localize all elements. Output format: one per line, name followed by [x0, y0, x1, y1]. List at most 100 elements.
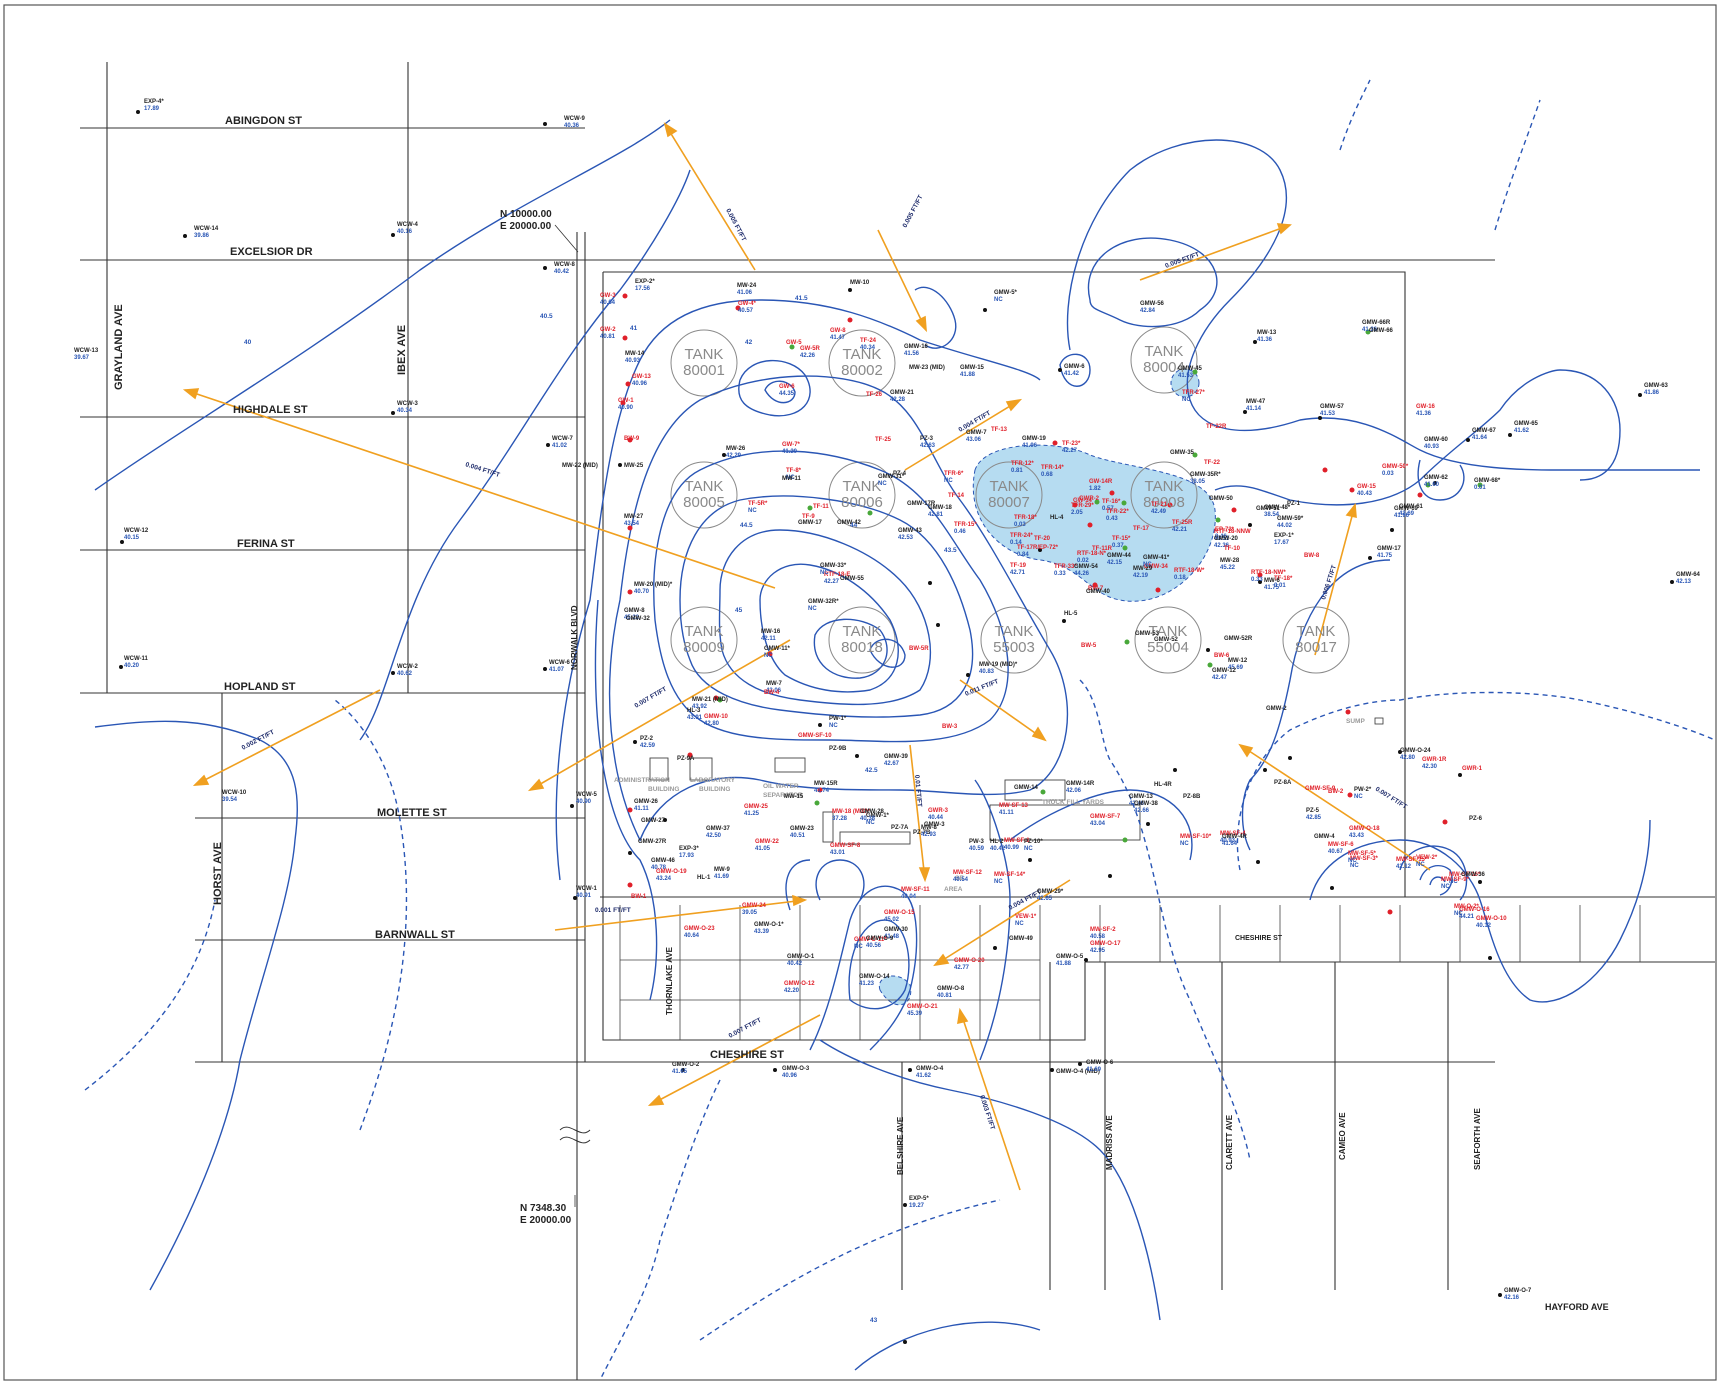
well-id: PZ-1 — [1287, 501, 1301, 507]
well-label: GW-140.90 — [618, 398, 634, 411]
well-water-level: NC — [878, 481, 887, 487]
contour-value-labels: 40 40.5 41 41.5 42 42.5 43 43.5 44 44.5 … — [244, 295, 957, 1324]
tank-80018 — [828, 606, 896, 674]
well-id: MW-23 (MID) — [909, 365, 945, 371]
well-water-level: 41.62 — [916, 1073, 932, 1079]
well-id: GMW-O-4 — [916, 1066, 944, 1072]
well-water-level: 41.07 — [549, 667, 565, 673]
contour-label-41: 41 — [630, 325, 638, 332]
well-id: GMW-15 — [960, 365, 985, 371]
well-id: GMW-6 — [1064, 364, 1085, 370]
well-label: GW-7*41.20 — [782, 442, 801, 455]
well-label: BW-3 — [942, 724, 958, 730]
well-water-level: 41.14 — [1246, 406, 1262, 412]
well-id: MW-8 — [921, 825, 938, 831]
well-id: GMW-26 — [634, 799, 659, 805]
well-water-level: 42.84 — [1140, 308, 1156, 314]
well-id: GMW-10 — [704, 714, 729, 720]
tank-label-80018: TANK 80018 — [841, 623, 883, 656]
well-id: GMW-35 — [1170, 450, 1195, 456]
well-id: MW-14 — [625, 351, 645, 357]
tank-80006 — [828, 461, 896, 529]
well-id: WCW-12 — [124, 528, 149, 534]
well-label: GMW-SF-10 — [798, 733, 832, 739]
well-label: MW-842.93 — [921, 825, 938, 838]
well-label: MW-19 (MID)*40.83 — [979, 662, 1018, 675]
se-area-label-2: AREA — [944, 886, 963, 893]
well-id: GMW-O-1 — [787, 954, 815, 960]
well-label: MW-SF-240.58 — [1090, 927, 1116, 940]
tank-labels: TANK 80001 TANK 80002 TANK 80004 TANK 80005 … — [683, 343, 1337, 656]
well-water-level: 0.81 — [1011, 468, 1023, 474]
well-id: MW-7 — [766, 681, 783, 687]
well-id: PZ-7A — [891, 825, 909, 831]
well-id: MW-SF-12 — [953, 870, 983, 876]
well-water-level: 41.53 — [1178, 373, 1194, 379]
well-id: TFR-29* — [1071, 503, 1094, 509]
well-id: WCW-5 — [576, 792, 598, 798]
well-water-level: 40.44 — [928, 815, 944, 821]
well-id: TF-25 — [875, 437, 892, 443]
well-water-level: 40.91 — [576, 893, 592, 899]
well-id: WCW-7 — [552, 436, 574, 442]
gradient-label-10: 0.001 FT/FT — [595, 907, 631, 914]
well-label: MW-SF-140.99 — [1004, 838, 1030, 851]
well-water-level: 42.93 — [921, 832, 937, 838]
well-water-level: NC — [748, 508, 757, 514]
well-water-level: 40.81 — [600, 334, 616, 340]
well-id: MW-SF-1 — [1004, 838, 1030, 844]
well-water-level: 40.78 — [651, 865, 667, 871]
well-id: GMW-62 — [1424, 475, 1449, 481]
well-label: BW-5R — [909, 646, 929, 652]
well-id: GW-1 — [618, 398, 634, 404]
well-label: GWR-340.44 — [928, 808, 949, 821]
well-water-level: NC — [1449, 879, 1458, 885]
well-water-level: 41.36 — [1257, 337, 1273, 343]
well-water-level: 19.27 — [909, 1203, 925, 1209]
well-water-level: 40.42 — [990, 846, 1006, 852]
well-label: MW-15 — [784, 794, 804, 800]
well-water-level: 0.14 — [1010, 540, 1022, 546]
well-id: WCW-3 — [397, 401, 419, 407]
well-label: RTF-18-W*0.18 — [1174, 568, 1205, 581]
well-id: GMW-O-6 — [1086, 1060, 1114, 1066]
well-id: GMW-13 — [1129, 794, 1154, 800]
well-id: GMW-24 — [742, 903, 767, 909]
well-water-level: 39.67 — [74, 355, 90, 361]
well-water-level: NC — [1024, 846, 1033, 852]
well-id: GMW-O-10 — [1476, 916, 1507, 922]
well-label: TFR-12*0.81 — [1011, 461, 1034, 474]
well-water-level: 42.11 — [761, 636, 776, 642]
well-label: GMW-27 — [641, 818, 666, 824]
well-water-level: 43.91 — [687, 715, 703, 721]
well-id: MW-O-2* — [1454, 904, 1480, 910]
well-id: GMW-66R — [1362, 320, 1391, 326]
street-label-norwalk: NORWALK BLVD — [570, 605, 579, 670]
well-water-level: NC — [994, 879, 1003, 885]
building-admin-label: ADMINISTRATION — [614, 777, 670, 784]
well-id: TF-11 — [813, 504, 829, 510]
well-water-level: 41.88 — [1056, 961, 1072, 967]
well-water-level: 44.26 — [1074, 571, 1090, 577]
well-label: GMW-4 — [1314, 834, 1335, 840]
well-id: MW-SF-16* — [1449, 872, 1481, 878]
well-water-level: 41.56 — [904, 351, 920, 357]
well-id: GMW-O-5 — [1056, 954, 1084, 960]
well-label: HL-1 — [697, 875, 711, 881]
well-id: MW-28 — [1220, 558, 1240, 564]
well-id: WCW-8 — [554, 262, 576, 268]
tank-label-80008: TANK 80008 — [1143, 478, 1185, 511]
well-id: HL-4 — [1050, 515, 1064, 521]
well-id: GMW-O-1* — [754, 922, 784, 928]
well-label: TF-14 — [948, 493, 965, 499]
well-label: RTF-18-E42.27 — [824, 572, 850, 585]
